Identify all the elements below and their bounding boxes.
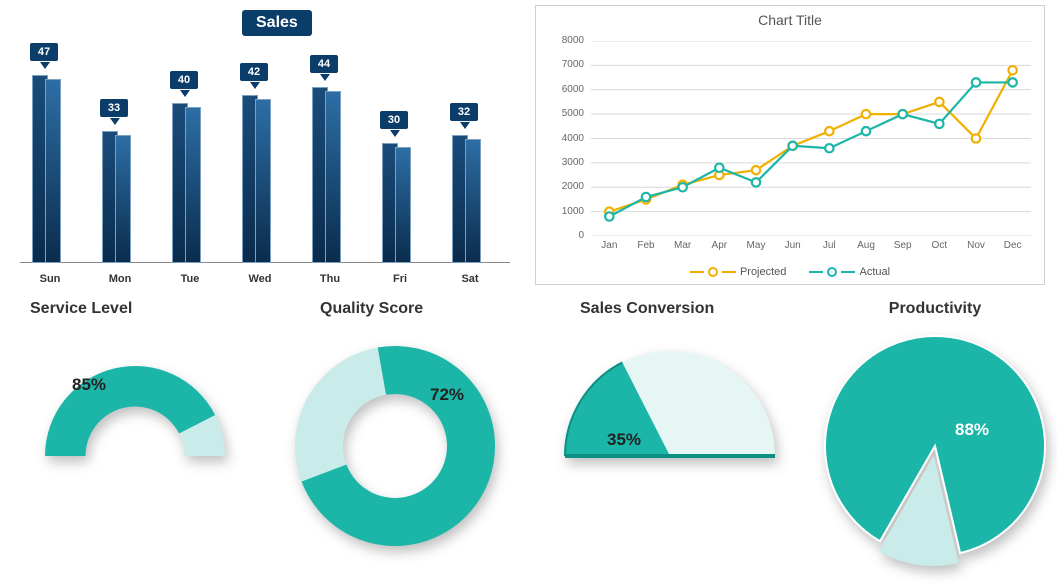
metric-service-level-title: Service Level (10, 300, 260, 318)
bar-group-mon: 33 Mon (90, 45, 150, 285)
legend-projected: Projected (690, 266, 786, 278)
dashboard: Sales 47 Sun 33 Mon 40 Tue 42 Wed 44 Thu 30 Fri 32 Sa… (0, 0, 1057, 587)
line-chart-legend: Projected Actual (536, 264, 1044, 278)
bar-group-thu: 44 Thu (300, 45, 360, 285)
line-xlabel: Feb (632, 240, 660, 251)
line-ylabel: 1000 (544, 206, 584, 217)
bar-cat-label: Sun (20, 273, 80, 285)
metric-sales-conversion-title: Sales Conversion (545, 300, 795, 318)
line-ylabel: 3000 (544, 157, 584, 168)
line-ylabel: 8000 (544, 35, 584, 46)
metric-service-level: Service Level 85% (10, 300, 260, 580)
bar-group-sat: 32 Sat (440, 45, 500, 285)
line-xlabel: Jul (815, 240, 843, 251)
line-xlabel: Nov (962, 240, 990, 251)
line-xlabel: Jan (595, 240, 623, 251)
bar-group-fri: 30 Fri (370, 45, 430, 285)
bar-group-sun: 47 Sun (20, 45, 80, 285)
legend-actual: Actual (809, 266, 890, 278)
bar-cat-label: Wed (230, 273, 290, 285)
bar-value-badge: 33 (100, 99, 128, 117)
metric-sales-conversion-value: 35% (607, 430, 641, 450)
line-ylabel: 4000 (544, 133, 584, 144)
line-chart-plot (591, 41, 1031, 236)
bar-value-badge: 32 (450, 103, 478, 121)
bar-cat-label: Sat (440, 273, 500, 285)
bar-value-badge: 30 (380, 111, 408, 129)
line-xlabel: Dec (999, 240, 1027, 251)
metric-productivity-title: Productivity (810, 300, 1057, 318)
line-xlabel: Oct (925, 240, 953, 251)
bar-cat-label: Thu (300, 273, 360, 285)
metric-service-level-value: 85% (72, 375, 106, 395)
bar-group-tue: 40 Tue (160, 45, 220, 285)
bar-value-badge: 42 (240, 63, 268, 81)
productivity-chart (815, 326, 1055, 566)
line-xlabel: Sep (889, 240, 917, 251)
bar-cat-label: Fri (370, 273, 430, 285)
legend-actual-label: Actual (859, 266, 890, 278)
bar-value-badge: 40 (170, 71, 198, 89)
metric-quality-score: Quality Score 72% (270, 300, 520, 580)
metric-productivity-value: 88% (955, 420, 989, 440)
bar-chart-title-badge: Sales (242, 10, 312, 36)
sales-bar-chart: Sales 47 Sun 33 Mon 40 Tue 42 Wed 44 Thu 30 Fri 32 Sa… (20, 10, 510, 285)
bar-cat-label: Tue (160, 273, 220, 285)
line-ylabel: 2000 (544, 181, 584, 192)
metric-quality-score-title: Quality Score (270, 300, 520, 318)
bar-value-badge: 44 (310, 55, 338, 73)
line-chart-card: Chart Title Jan Feb Mar Apr May Jun Jul Aug Sep O… (535, 5, 1045, 285)
line-ylabel: 7000 (544, 59, 584, 70)
legend-projected-label: Projected (740, 266, 786, 278)
bar-value-badge: 47 (30, 43, 58, 61)
metric-productivity: Productivity 88% (810, 300, 1057, 580)
line-xlabel: May (742, 240, 770, 251)
line-ylabel: 0 (544, 230, 584, 241)
metric-sales-conversion: Sales Conversion 35% (545, 300, 795, 580)
line-xlabel: Jun (779, 240, 807, 251)
quality-score-chart (280, 326, 510, 556)
service-level-chart (30, 326, 240, 476)
line-xlabel: Mar (669, 240, 697, 251)
line-ylabel: 5000 (544, 108, 584, 119)
bar-group-wed: 42 Wed (230, 45, 290, 285)
line-xlabel: Apr (705, 240, 733, 251)
line-ylabel: 6000 (544, 84, 584, 95)
sales-conversion-chart (555, 326, 785, 466)
line-xlabel: Aug (852, 240, 880, 251)
metric-quality-score-value: 72% (430, 385, 464, 405)
bar-cat-label: Mon (90, 273, 150, 285)
line-chart-title: Chart Title (536, 12, 1044, 28)
